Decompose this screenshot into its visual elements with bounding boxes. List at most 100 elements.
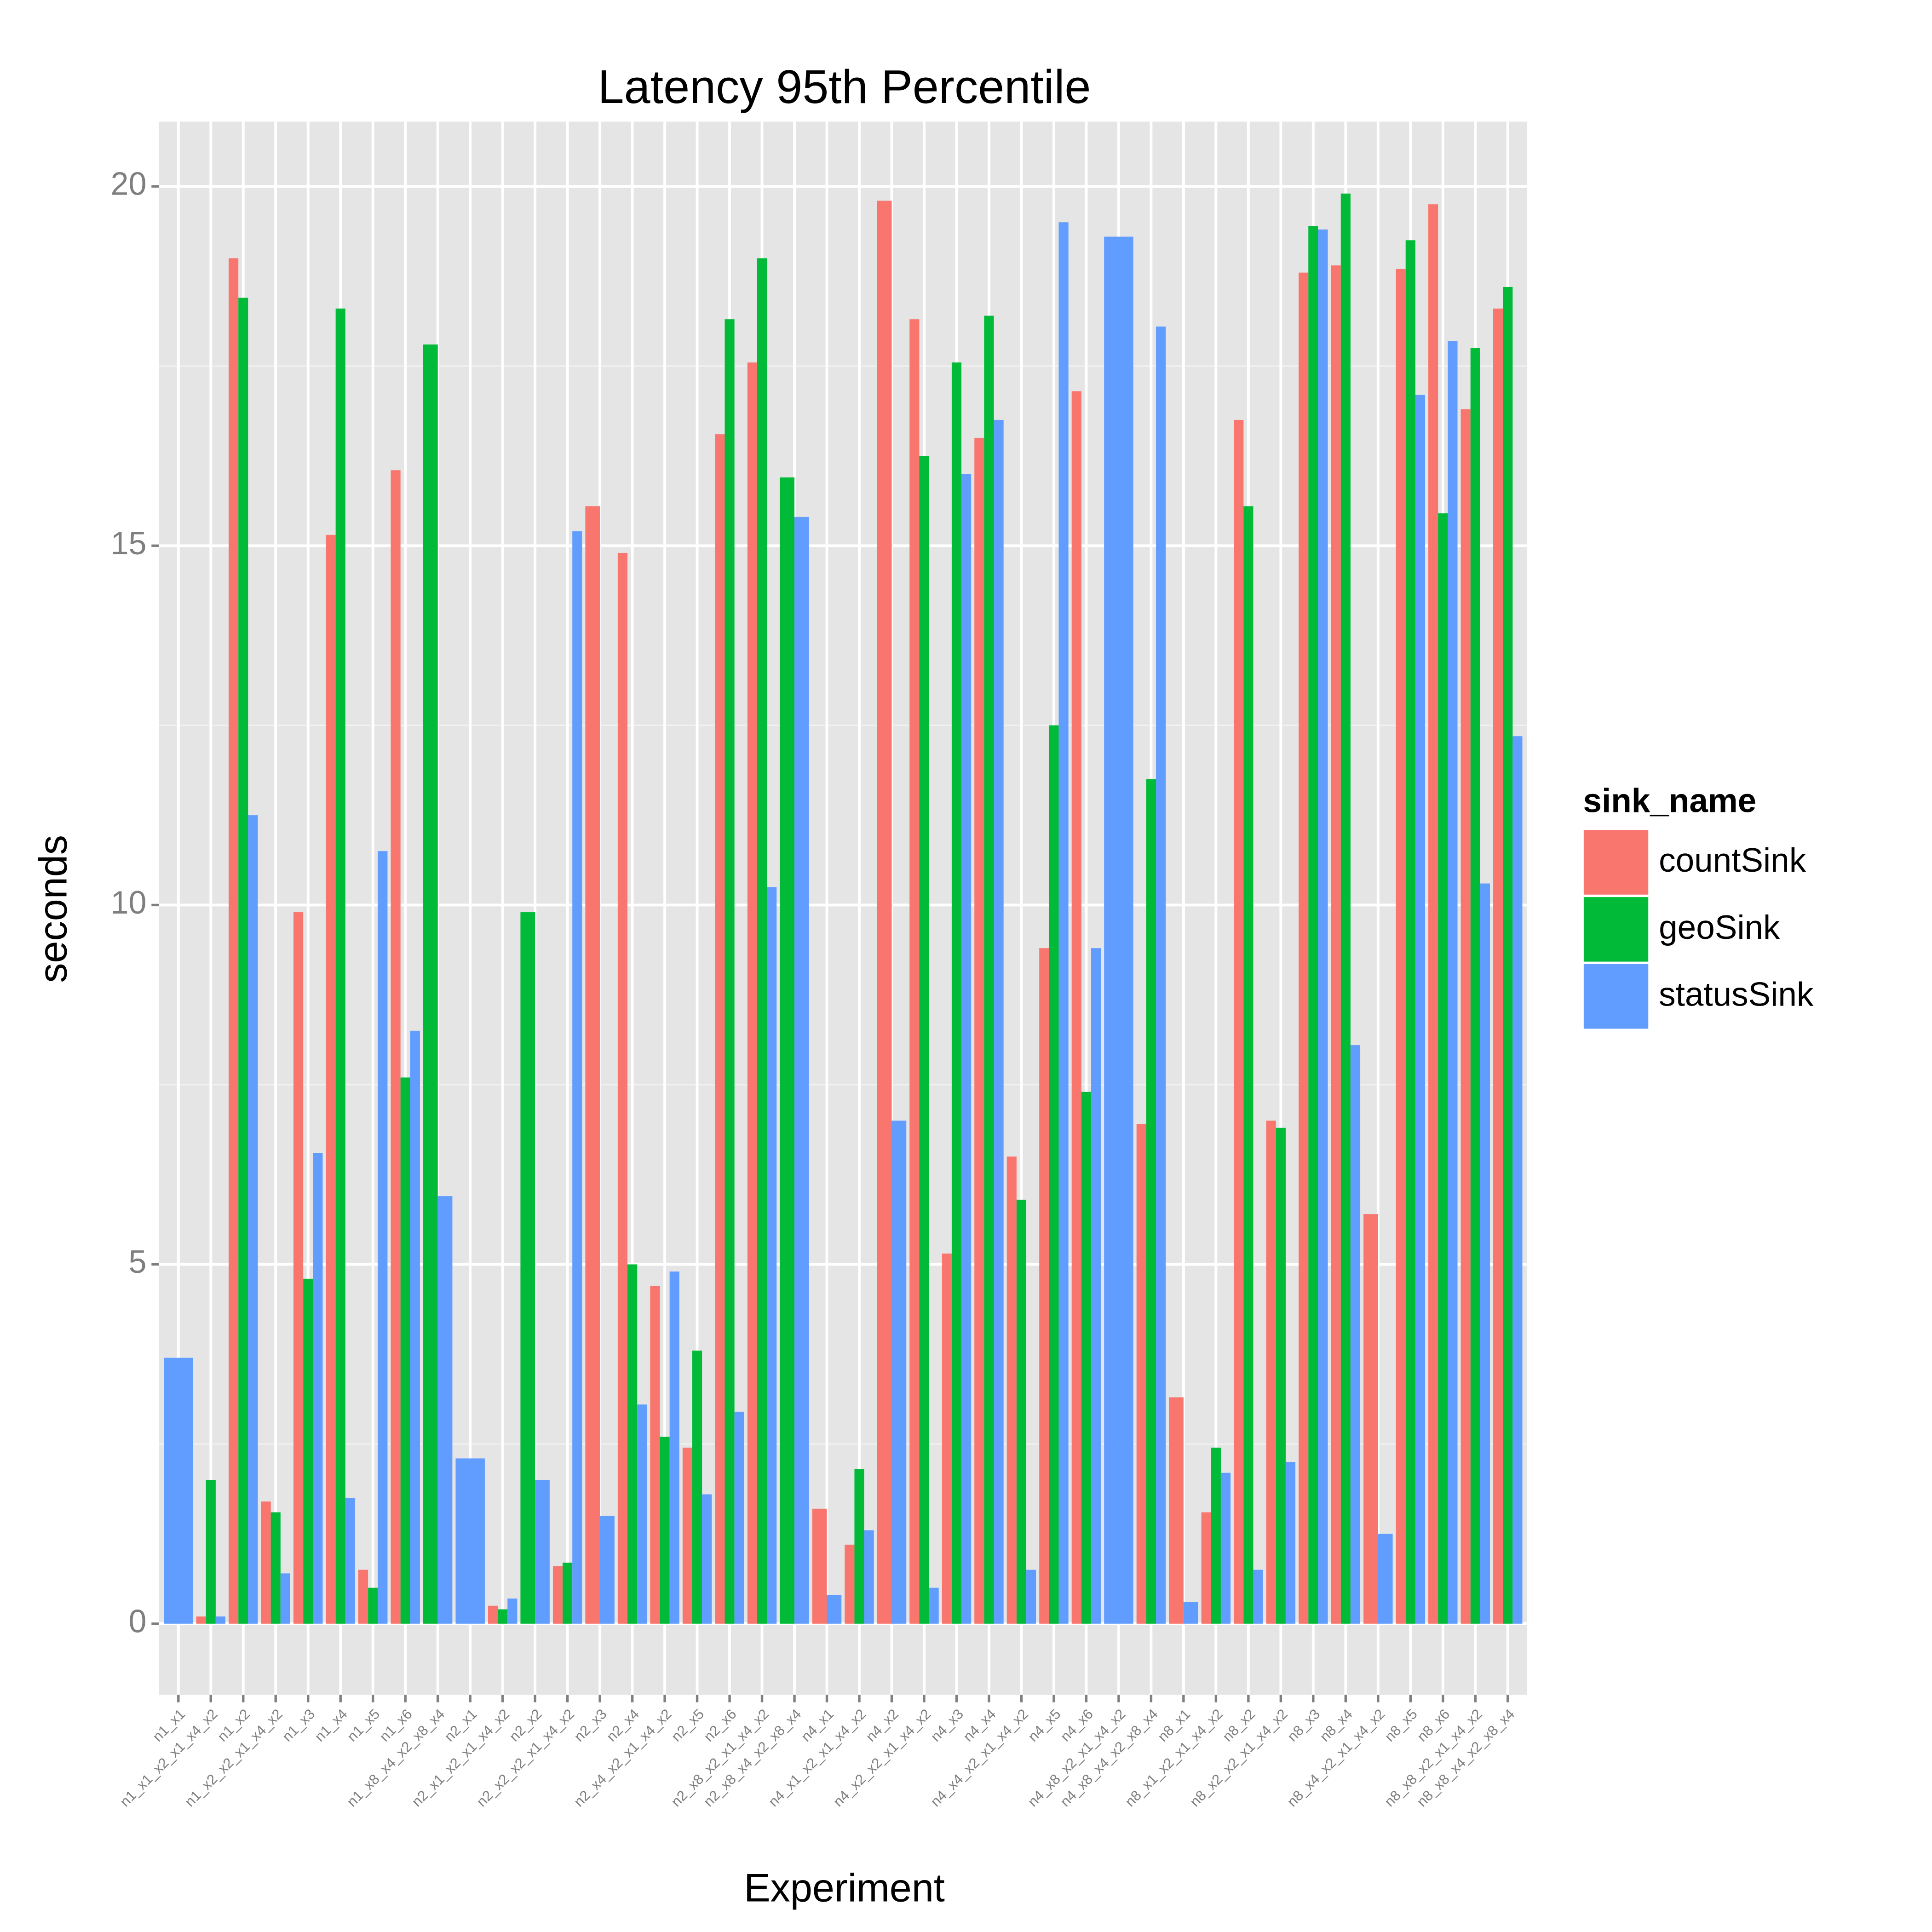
bar	[1211, 1448, 1221, 1624]
bar	[1006, 1156, 1017, 1624]
bar	[1058, 222, 1069, 1624]
bar	[891, 1121, 907, 1624]
bar	[1318, 229, 1328, 1624]
bar	[637, 1404, 647, 1624]
bar	[929, 1587, 939, 1624]
bar	[535, 1480, 550, 1624]
bar	[1512, 736, 1523, 1624]
bar	[1039, 948, 1049, 1624]
bar	[827, 1595, 842, 1624]
bar	[919, 456, 929, 1624]
bar	[552, 1566, 563, 1624]
bar	[1136, 1124, 1146, 1624]
bar	[1378, 1534, 1393, 1624]
bar	[1285, 1462, 1296, 1624]
bar	[650, 1286, 660, 1624]
bar	[794, 517, 809, 1624]
bar	[854, 1469, 864, 1624]
bar	[1396, 269, 1406, 1624]
bar	[400, 1077, 410, 1624]
bar	[410, 1030, 420, 1624]
bar	[1460, 409, 1471, 1624]
x-axis-title: Experiment	[744, 1866, 945, 1910]
legend-label: geoSink	[1659, 909, 1780, 946]
bar	[1428, 204, 1438, 1624]
bar	[229, 258, 239, 1624]
y-tick-label: 20	[110, 166, 146, 202]
bar	[702, 1494, 712, 1624]
bar	[437, 1196, 453, 1624]
bar	[1266, 1121, 1276, 1624]
bar	[248, 815, 258, 1624]
bar	[1201, 1512, 1211, 1624]
bar	[563, 1562, 573, 1624]
bar	[994, 420, 1004, 1624]
bar	[1340, 193, 1351, 1624]
bar	[1091, 948, 1101, 1624]
bar	[261, 1501, 271, 1624]
bar	[909, 319, 920, 1624]
bar	[1146, 779, 1156, 1624]
bar	[498, 1609, 508, 1624]
y-tick-label: 15	[110, 525, 146, 561]
bar	[345, 1498, 355, 1624]
bar	[600, 1516, 615, 1624]
bar	[961, 474, 972, 1624]
bar	[1405, 240, 1415, 1624]
bar	[767, 887, 777, 1624]
legend-key	[1582, 896, 1650, 963]
legend-key	[1582, 828, 1650, 896]
bar	[715, 434, 725, 1624]
bar	[368, 1587, 378, 1624]
bar	[1071, 391, 1081, 1624]
bar	[864, 1530, 874, 1624]
bar	[984, 316, 994, 1624]
y-tick-label: 0	[128, 1603, 146, 1639]
bar	[1503, 287, 1513, 1624]
legend-label: statusSink	[1659, 976, 1814, 1013]
bar	[951, 362, 962, 1624]
bar	[692, 1351, 702, 1624]
bar	[1415, 395, 1426, 1624]
bar	[1470, 348, 1480, 1624]
bar	[335, 308, 345, 1624]
bar	[812, 1508, 827, 1624]
bar	[682, 1448, 693, 1624]
bar	[1350, 1045, 1361, 1624]
bar	[1049, 725, 1059, 1624]
bar	[280, 1573, 290, 1624]
bar	[1448, 341, 1458, 1624]
bar	[206, 1480, 216, 1624]
bar	[507, 1598, 518, 1624]
bar	[293, 912, 304, 1624]
bar	[1220, 1472, 1231, 1624]
bar	[1438, 513, 1448, 1624]
bar	[845, 1544, 855, 1624]
bar	[1276, 1127, 1286, 1624]
bar	[1026, 1570, 1036, 1624]
bar	[358, 1570, 368, 1624]
bar	[313, 1153, 323, 1624]
bar	[627, 1264, 638, 1624]
bar	[488, 1605, 498, 1624]
bar	[1480, 883, 1490, 1624]
bar	[1331, 265, 1341, 1624]
bar	[1104, 236, 1133, 1624]
bar	[215, 1616, 225, 1624]
bar	[455, 1458, 485, 1624]
bar	[1493, 308, 1503, 1624]
legend-key	[1582, 963, 1650, 1030]
bar	[1156, 326, 1166, 1624]
bar	[1299, 272, 1309, 1624]
bar	[238, 298, 248, 1624]
bar	[585, 506, 600, 1624]
bar	[1253, 1570, 1263, 1624]
bar	[617, 552, 628, 1624]
chart-title: Latency 95th Percentile	[598, 60, 1091, 113]
bar	[164, 1357, 193, 1624]
y-tick-label: 10	[110, 884, 146, 920]
bar	[660, 1437, 670, 1624]
y-axis-title: seconds	[31, 835, 75, 983]
bar	[747, 362, 757, 1624]
